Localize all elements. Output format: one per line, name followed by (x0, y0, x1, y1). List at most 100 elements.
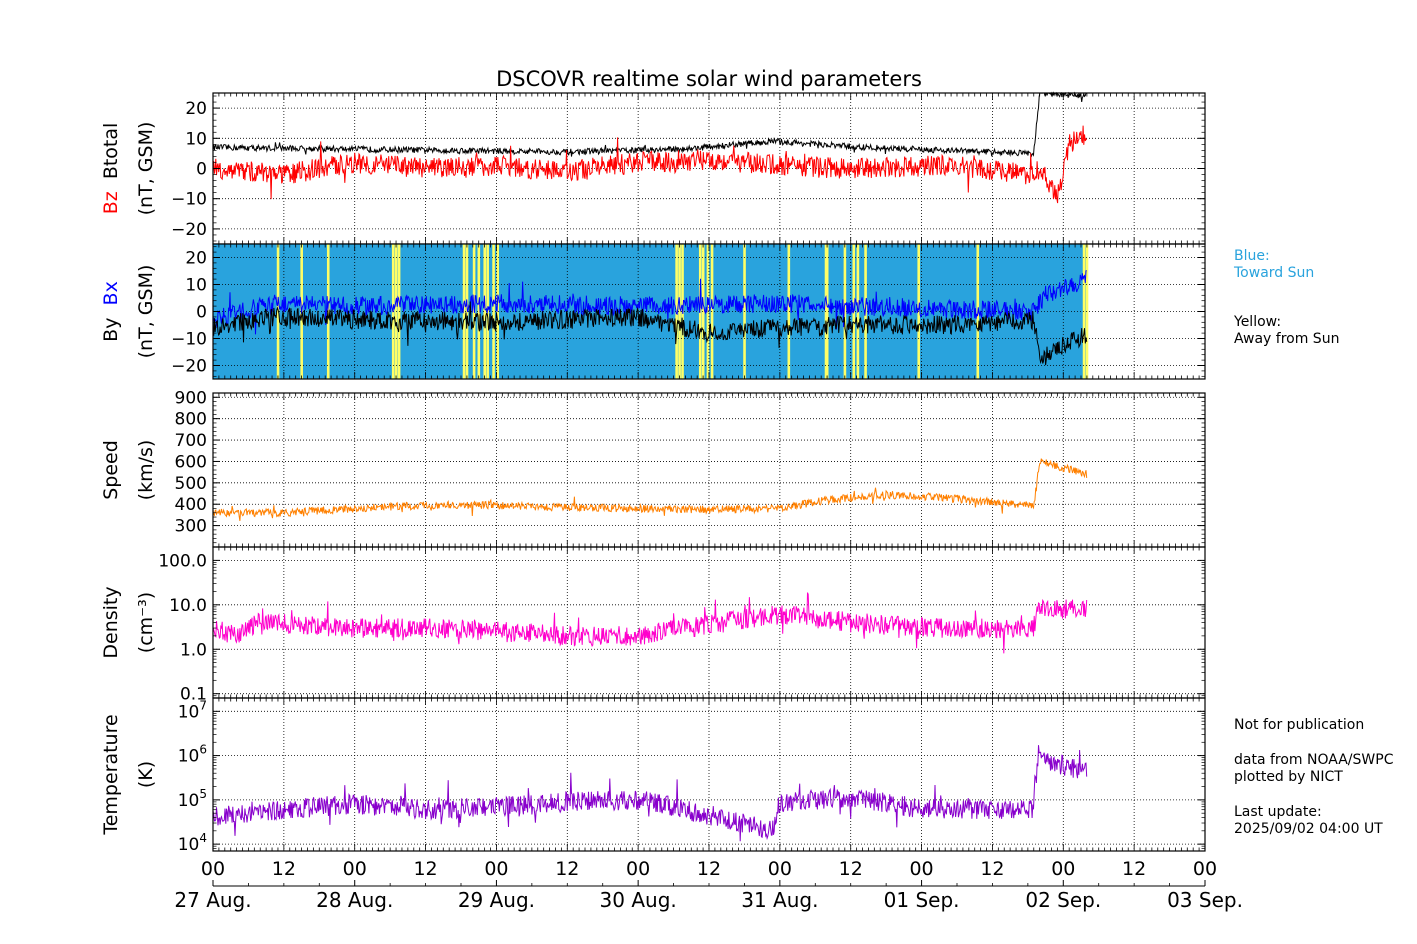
y-tick-label: −10 (171, 190, 207, 210)
y-tick-label: 10 (185, 276, 207, 296)
x-tick-label: 12 (413, 858, 437, 880)
y-tick-label: 105 (178, 787, 207, 811)
y-tick-label: 107 (178, 698, 207, 722)
y-tick-label: 600 (175, 452, 207, 472)
series-btotal (212, 91, 1087, 158)
y-tick-label: 400 (175, 495, 207, 515)
away-from-sun-band (825, 244, 829, 379)
x-tick-label: 12 (272, 858, 296, 880)
panel-btotal_bz: −20 −10 0 10 20 Bz Btotal (nT, GSM) (100, 91, 1206, 245)
away-from-sun-band (483, 244, 487, 379)
x-tick-label: 12 (697, 858, 721, 880)
x-tick-label: 12 (839, 858, 863, 880)
date-label: 01 Sep. (884, 888, 960, 912)
date-label: 02 Sep. (1025, 888, 1101, 912)
y-axis-label: Density (100, 586, 122, 658)
panel-temperature: 104 105 106 107 Temperature (K) (100, 697, 1206, 855)
y-tick-label: 500 (175, 474, 207, 494)
last-update-value: 2025/09/02 04:00 UT (1234, 821, 1383, 837)
series-bz (212, 125, 1088, 204)
series-density (212, 592, 1088, 654)
y-tick-label: 20 (185, 249, 207, 269)
y-axis-label: By Bx (100, 281, 122, 342)
y-axis-unit: (K) (135, 761, 157, 788)
y-tick-label: 0.1 (180, 685, 207, 705)
y-tick-label: 104 (178, 831, 207, 855)
away-from-sun-text: Away from Sun (1234, 331, 1340, 347)
away-from-sun-band (496, 244, 500, 379)
y-axis-unit: (cm⁻³) (135, 592, 157, 653)
time-axis: 00 12 00 12 00 12 00 12 00 12 00 12 00 12 00 27 Aug. 28 … (174, 858, 1243, 912)
y-tick-label: 10.0 (169, 596, 207, 616)
away-from-sun-band (1082, 244, 1086, 379)
toward-sun-title: Blue: (1234, 248, 1270, 264)
away-from-sun-title: Yellow: (1234, 314, 1282, 330)
x-tick-label: 00 (626, 858, 650, 880)
last-update-label: Last update: (1234, 804, 1322, 820)
y-axis-label: Speed (100, 440, 122, 500)
toward-sun-text: Toward Sun (1234, 265, 1315, 281)
away-from-sun-band (678, 244, 681, 379)
panel-density: 0.1 1.0 10.0 100.0 Density (cm⁻³) (100, 546, 1206, 705)
x-tick-label: 00 (343, 858, 367, 880)
date-label: 28 Aug. (316, 888, 393, 912)
panel-frame (212, 697, 1206, 852)
away-from-sun-band (706, 244, 710, 379)
y-tick-label: −20 (171, 220, 207, 240)
plot-panels: −20 −10 0 10 20 Bz Btotal (nT, GSM) −20 −10 0 10 20… (100, 91, 1206, 855)
chart-title: DSCOVR realtime solar wind parameters (496, 67, 922, 91)
away-from-sun-band (1085, 244, 1089, 379)
y-axis-label: Temperature (100, 714, 122, 835)
y-tick-label: −20 (171, 357, 207, 377)
x-tick-label: 12 (555, 858, 579, 880)
series-temperature (212, 745, 1088, 842)
date-label: 31 Aug. (741, 888, 818, 912)
x-tick-label: 00 (768, 858, 792, 880)
y-tick-label: 106 (178, 743, 207, 767)
plotted-by-note: plotted by NICT (1234, 769, 1343, 785)
away-from-sun-band (462, 244, 466, 379)
y-axis-unit: (nT, GSM) (135, 265, 157, 359)
y-tick-label: 100.0 (158, 551, 207, 571)
y-tick-label: 700 (175, 431, 207, 451)
y-tick-label: 800 (175, 410, 207, 430)
y-axis-unit: (nT, GSM) (135, 122, 157, 216)
away-from-sun-band (477, 244, 481, 379)
y-tick-label: 300 (175, 517, 207, 537)
y-tick-label: −10 (171, 330, 207, 350)
date-label: 29 Aug. (458, 888, 535, 912)
y-tick-label: 900 (175, 388, 207, 408)
away-from-sun-band (675, 244, 678, 379)
away-from-sun-band (701, 244, 705, 379)
away-from-sun-band (710, 244, 714, 379)
x-tick-label: 12 (980, 858, 1004, 880)
x-tick-label: 00 (484, 858, 508, 880)
data-source-note: data from NOAA/SWPC (1234, 752, 1394, 768)
series-by (212, 301, 1088, 366)
panel-frame (212, 392, 1206, 548)
x-tick-label: 12 (1122, 858, 1146, 880)
away-from-sun-band (787, 244, 791, 379)
x-tick-label: 00 (201, 858, 225, 880)
date-label: 27 Aug. (174, 888, 251, 912)
panel-bx_by: −20 −10 0 10 20 By Bx (nT, GSM) (100, 243, 1206, 380)
not-for-publication-note: Not for publication (1234, 717, 1365, 733)
y-tick-label: 10 (185, 129, 207, 149)
y-axis-label: Bz Btotal (100, 123, 122, 215)
x-tick-label: 00 (909, 858, 933, 880)
x-tick-label: 00 (1193, 858, 1217, 880)
y-tick-label: 0 (196, 303, 207, 323)
y-axis-unit: (km/s) (135, 440, 157, 501)
date-label: 03 Sep. (1167, 888, 1243, 912)
series-speed (212, 458, 1088, 521)
x-tick-label: 00 (1051, 858, 1075, 880)
series-bx (212, 270, 1087, 335)
y-tick-label: 20 (185, 99, 207, 119)
away-from-sun-band (843, 244, 847, 379)
y-tick-label: 0 (196, 160, 207, 180)
away-from-sun-band (492, 244, 495, 379)
date-label: 30 Aug. (600, 888, 677, 912)
y-tick-label: 1.0 (180, 640, 207, 660)
